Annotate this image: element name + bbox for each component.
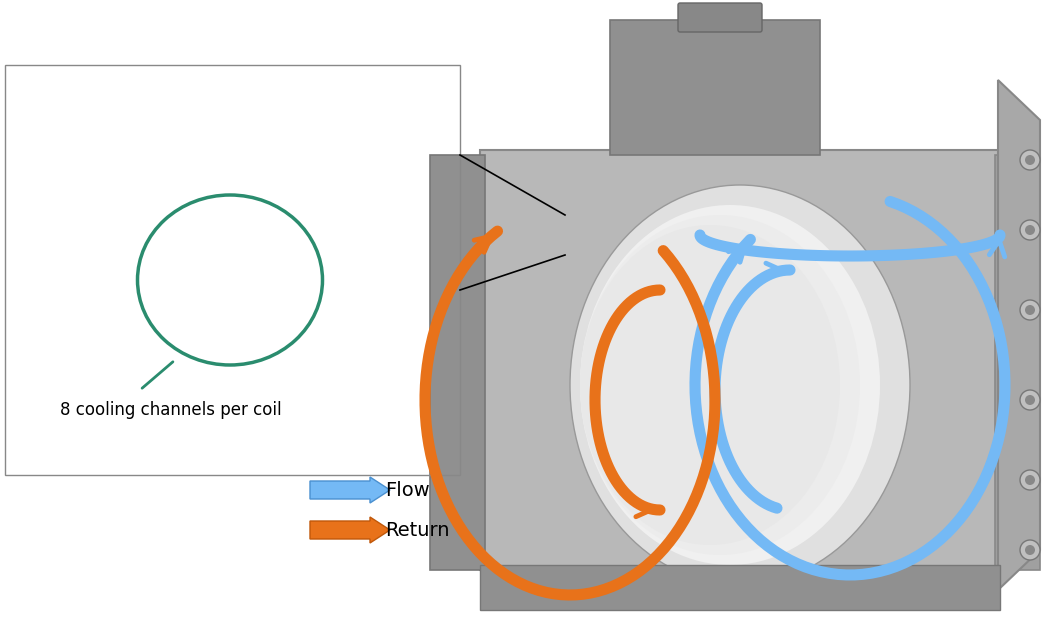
FancyBboxPatch shape [995,155,1040,570]
Circle shape [1025,475,1035,485]
Circle shape [1025,305,1035,315]
FancyBboxPatch shape [480,565,1000,610]
Text: Flow: Flow [385,481,430,499]
FancyArrow shape [310,517,390,543]
Text: 8 cooling channels per coil: 8 cooling channels per coil [60,401,282,419]
Polygon shape [998,80,1040,590]
FancyBboxPatch shape [678,3,762,32]
Ellipse shape [570,185,910,585]
FancyBboxPatch shape [430,155,485,570]
Circle shape [1021,300,1040,320]
FancyBboxPatch shape [610,20,820,155]
Circle shape [1021,470,1040,490]
Circle shape [1025,545,1035,555]
Circle shape [1025,395,1035,405]
Bar [5,65,460,475]
Circle shape [1021,220,1040,240]
FancyBboxPatch shape [480,150,1000,570]
Ellipse shape [580,225,840,545]
FancyArrow shape [310,477,390,503]
Bar [5,65,460,475]
Circle shape [1025,155,1035,165]
Ellipse shape [580,205,880,565]
Circle shape [1025,225,1035,235]
Text: Return: Return [385,520,450,540]
Circle shape [1021,150,1040,170]
Circle shape [1021,390,1040,410]
Ellipse shape [580,215,860,555]
Circle shape [1021,540,1040,560]
